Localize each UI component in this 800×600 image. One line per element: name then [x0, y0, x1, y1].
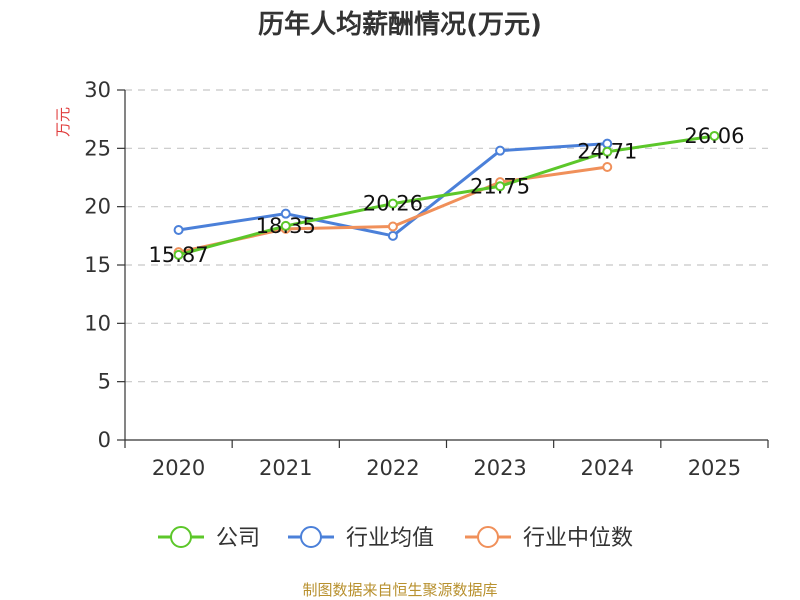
y-tick-label: 15	[84, 253, 111, 277]
series-line-0	[178, 134, 715, 257]
data-point	[280, 220, 291, 231]
series-lines	[173, 130, 720, 260]
data-label: 15.87	[149, 243, 209, 267]
data-label: 26.06	[684, 124, 744, 148]
data-point	[602, 162, 613, 172]
data-point	[387, 221, 398, 232]
y-tick-label: 5	[98, 370, 111, 394]
data-point	[602, 146, 613, 157]
source-note: 制图数据来自恒生聚源数据库	[302, 581, 497, 599]
data-point	[173, 225, 184, 235]
x-tick-label: 2024	[581, 456, 634, 480]
legend: 公司 行业均值 行业中位数	[158, 526, 633, 551]
legend-label-0: 公司	[216, 526, 260, 551]
data-point	[387, 198, 398, 209]
data-point	[495, 145, 506, 156]
data-point	[709, 130, 720, 141]
grid-lines	[125, 89, 768, 383]
y-axis-label: 万元	[54, 107, 72, 137]
legend-label-2: 行业中位数	[523, 526, 633, 551]
x-tick-label: 2023	[473, 456, 526, 480]
y-tick-label: 0	[98, 428, 111, 452]
data-label: 20.26	[363, 192, 423, 216]
data-point	[280, 208, 291, 219]
data-point	[387, 230, 398, 241]
data-point	[495, 181, 506, 192]
data-label: 24.71	[577, 140, 637, 164]
x-tick-label: 2025	[688, 456, 741, 480]
data-label: 18.35	[256, 214, 316, 238]
legend-label-1: 行业均值	[346, 526, 434, 551]
x-tick-label: 2021	[259, 456, 312, 480]
legend-marker-2	[477, 526, 499, 548]
x-tick-label: 2020	[152, 456, 205, 480]
x-tick-label: 2022	[366, 456, 419, 480]
chart-title: 历年人均薪酬情况(万元)	[258, 9, 542, 40]
data-label: 21.75	[470, 174, 530, 198]
y-tick-label: 10	[84, 311, 111, 335]
y-tick-label: 20	[84, 195, 111, 219]
y-tick-label: 25	[84, 136, 111, 160]
data-labels: 15.87 18.35 20.26 21.75 24.71 26.06	[149, 124, 745, 267]
legend-marker-0	[170, 526, 192, 548]
y-tick-label: 30	[84, 78, 111, 102]
legend-marker-1	[300, 526, 322, 548]
data-point	[173, 249, 184, 260]
